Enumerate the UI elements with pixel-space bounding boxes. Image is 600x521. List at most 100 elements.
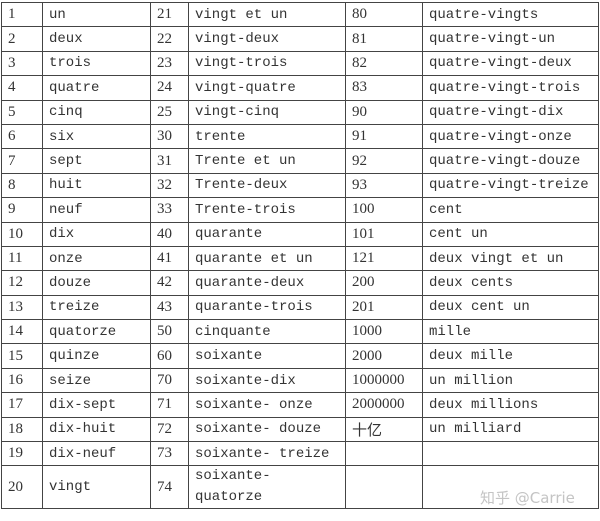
number-cell: 8 [1,172,43,199]
french-word-cell: deux vingt et un [422,245,599,272]
french-word-cell: onze [42,245,151,272]
french-word-cell: vingt-deux [188,26,346,52]
french-word-cell: neuf [42,197,151,223]
number-cell: 93 [345,172,423,199]
french-word-cell: quatre [42,75,151,101]
french-word-cell: soixante- onze [188,392,346,418]
number-cell: 82 [345,50,423,77]
number-cell: 22 [150,26,189,52]
number-cell: 23 [150,50,189,77]
french-word-cell: sept [42,148,151,174]
table-row: 10 dix 40 quarante 101 cent un [1,221,599,247]
number-cell: 200 [345,270,423,296]
number-cell: 73 [150,441,189,467]
table-row: 18 dix-huit 72 soixante- douze 十亿 un milliard [1,416,599,443]
number-cell: 74 [150,465,189,510]
table-row: 9 neuf 33 Trente-trois 100 cent [1,197,599,223]
french-word-cell: Trente et un [188,148,346,174]
table-body: 1 un 21 vingt et un 80 quatre-vingts 2 deux 22 vi… [1,1,599,510]
french-word-cell: cinq [42,99,151,125]
french-word-cell: un milliard [422,416,599,443]
number-cell: 14 [1,319,43,345]
table-row: 16 seize 70 soixante-dix 1000000 un million [1,367,599,394]
number-cell: 5 [1,99,43,125]
french-word-cell [422,465,599,510]
french-word-cell: un [42,1,151,28]
french-word-cell: un million [422,367,599,394]
number-cell [345,441,423,467]
french-word-cell: douze [42,270,151,296]
number-cell: 2000000 [345,392,423,418]
french-word-cell: quinze [42,343,151,369]
number-cell: 1000000 [345,367,423,394]
number-cell: 1000 [345,319,423,345]
number-cell: 11 [1,245,43,272]
number-cell: 72 [150,416,189,443]
watermark: 知乎 @Carrie [480,489,575,507]
number-cell: 19 [1,441,43,467]
table-row: 7 sept 31 Trente et un 92 quatre-vingt-douze [1,148,599,174]
number-cell: 81 [345,26,423,52]
number-cell: 70 [150,367,189,394]
number-cell: 24 [150,75,189,101]
french-word-cell: soixante- douze [188,416,346,443]
number-cell: 40 [150,221,189,247]
french-word-cell: quatre-vingt-onze [422,123,599,150]
french-word-cell: cinquante [188,319,346,345]
french-word-cell: vingt-cinq [188,99,346,125]
number-cell: 41 [150,245,189,272]
number-cell: 30 [150,123,189,150]
table-row: 8 huit 32 Trente-deux 93 quatre-vingt-treize [1,172,599,199]
french-word-cell: trois [42,50,151,77]
french-word-cell: cent [422,197,599,223]
number-cell: 2000 [345,343,423,369]
table-row: 17 dix-sept 71 soixante- onze 2000000 deux mi… [1,392,599,418]
french-word-cell: vingt [42,465,151,510]
french-word-cell: soixante-dix [188,367,346,394]
french-word-cell: dix-huit [42,416,151,443]
french-word-cell: treize [42,294,151,321]
french-word-cell: deux millions [422,392,599,418]
number-cell: 21 [150,1,189,28]
french-word-cell: quatre-vingt-un [422,26,599,52]
number-cell: 13 [1,294,43,321]
number-cell: 10 [1,221,43,247]
number-cell: 12 [1,270,43,296]
french-word-cell: dix-neuf [42,441,151,467]
number-cell [345,465,423,510]
table-row: 19 dix-neuf 73 soixante- treize [1,441,599,467]
number-cell: 80 [345,1,423,28]
table-row: 3 trois 23 vingt-trois 82 quatre-vingt-deux [1,50,599,77]
french-word-cell: vingt et un [188,1,346,28]
number-cell: 20 [1,465,43,510]
number-cell: 92 [345,148,423,174]
french-word-cell: deux mille [422,343,599,369]
number-cell: 32 [150,172,189,199]
number-cell: 25 [150,99,189,125]
french-word-cell: mille [422,319,599,345]
number-cell: 60 [150,343,189,369]
french-word-cell: huit [42,172,151,199]
number-cell: 1 [1,1,43,28]
number-cell: 9 [1,197,43,223]
french-word-cell: deux [42,26,151,52]
table-row: 5 cinq 25 vingt-cinq 90 quatre-vingt-dix [1,99,599,125]
french-word-cell: trente [188,123,346,150]
number-cell: 15 [1,343,43,369]
number-cell: 17 [1,392,43,418]
table-row: 15 quinze 60 soixante 2000 deux mille [1,343,599,369]
number-cell: 33 [150,197,189,223]
french-word-cell: quarante [188,221,346,247]
french-word-cell: quatre-vingt-dix [422,99,599,125]
french-word-cell: Trente-deux [188,172,346,199]
table-row: 6 six 30 trente 91 quatre-vingt-onze [1,123,599,150]
french-word-cell: soixante- quatorze [188,465,346,510]
french-word-cell: vingt-trois [188,50,346,77]
french-numbers-table: 1 un 21 vingt et un 80 quatre-vingts 2 deux 22 vi… [1,1,599,510]
french-word-cell: Trente-trois [188,197,346,223]
number-cell: 100 [345,197,423,223]
french-word-cell: quarante-deux [188,270,346,296]
number-cell: 101 [345,221,423,247]
number-cell: 十亿 [345,416,423,443]
table-row: 20 vingt 74 soixante- quatorze [1,465,599,510]
